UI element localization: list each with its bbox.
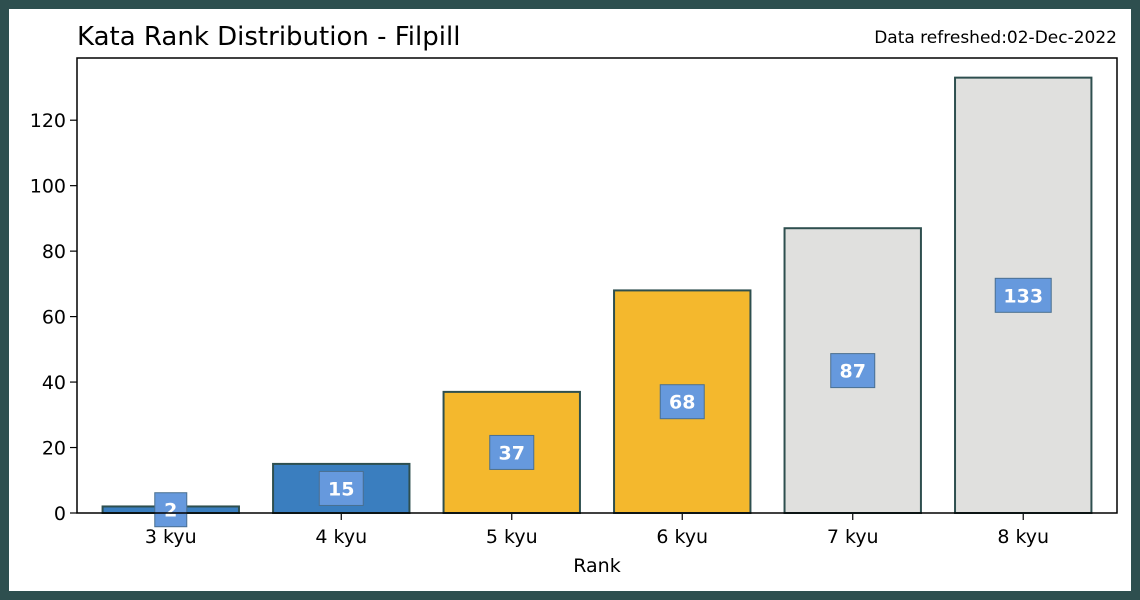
value-label: 15	[328, 478, 354, 500]
y-tick-label: 80	[42, 241, 66, 263]
bars	[101, 76, 1093, 515]
y-tick-label: 40	[42, 372, 66, 394]
y-tick-label: 20	[42, 438, 66, 460]
chart-title: Kata Rank Distribution - Filpill	[77, 22, 460, 52]
value-labels: 2 15 37 68 87 133	[154, 277, 1052, 528]
x-tick-label: 6 kyu	[656, 526, 708, 548]
y-tick-label: 120	[30, 110, 66, 132]
y-axis: 0 20 40 60 80 100 120	[30, 110, 77, 525]
x-tick-label: 4 kyu	[315, 526, 367, 548]
x-tick-label: 3 kyu	[145, 526, 197, 548]
x-axis-title: Rank	[573, 555, 620, 577]
y-tick-label: 0	[54, 503, 66, 525]
y-tick-label: 60	[42, 307, 66, 329]
data-refreshed-label: Data refreshed:02-Dec-2022	[874, 28, 1117, 48]
value-label: 68	[669, 392, 695, 414]
value-label: 37	[499, 442, 525, 464]
y-tick-label: 100	[30, 176, 66, 198]
value-label-box	[154, 492, 188, 528]
value-label: 2	[164, 500, 177, 522]
value-label-box	[994, 277, 1052, 313]
value-label: 133	[1003, 285, 1043, 307]
value-label-box	[318, 470, 364, 506]
x-tick-label: 7 kyu	[827, 526, 879, 548]
value-label: 87	[840, 361, 866, 383]
value-label-box	[489, 434, 535, 470]
plot-area	[76, 57, 1118, 514]
x-tick-label: 5 kyu	[486, 526, 538, 548]
x-tick-label: 8 kyu	[997, 526, 1049, 548]
value-label-box	[830, 353, 876, 389]
value-label-box	[659, 384, 705, 420]
x-axis: 3 kyu 4 kyu 5 kyu 6 kyu 7 kyu 8 kyu	[145, 513, 1049, 548]
